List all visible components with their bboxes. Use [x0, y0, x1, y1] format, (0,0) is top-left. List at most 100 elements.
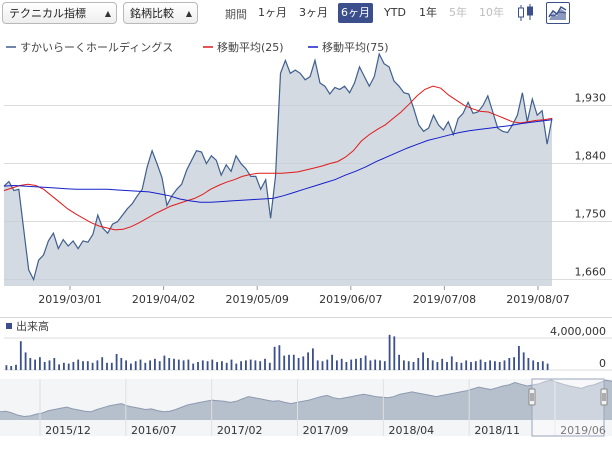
navigator-x-label: 2017/02 — [217, 424, 263, 437]
volume-bar — [541, 361, 544, 370]
volume-bar — [139, 359, 142, 370]
volume-bar — [206, 361, 209, 370]
volume-legend-swatch — [6, 323, 12, 329]
period-6m-button[interactable]: 6ヶ月 — [338, 3, 373, 23]
volume-bar — [369, 360, 372, 370]
compare-select[interactable]: 銘柄比較 ▲ — [123, 2, 198, 24]
volume-bar — [182, 360, 185, 370]
volume-bar — [436, 362, 439, 370]
volume-bar — [508, 358, 511, 370]
volume-bar — [58, 364, 60, 370]
volume-bar — [173, 358, 175, 370]
volume-bar — [422, 352, 424, 370]
period-1m-button[interactable]: 1ヶ月 — [258, 6, 287, 19]
volume-bar — [302, 356, 305, 370]
volume-bar — [63, 362, 65, 370]
price-y-tick-label: 1,840 — [575, 150, 607, 163]
legend-price-label[interactable]: すかいらーくホールディングス — [20, 40, 173, 54]
volume-bar — [130, 363, 132, 370]
volume-bar — [446, 362, 448, 370]
navigator-selection[interactable] — [531, 378, 605, 437]
price-x-axis: 2019/03/01 2019/04/02 2019/05/09 2019/06/07… — [38, 286, 570, 306]
volume-bar — [245, 360, 247, 370]
volume-bar — [479, 359, 482, 370]
volume-bar — [72, 362, 75, 370]
volume-bar — [345, 362, 348, 370]
indicator-select[interactable]: テクニカル指標 ▲ — [2, 2, 117, 24]
volume-bar — [19, 341, 22, 370]
volume-bar — [312, 348, 314, 370]
volume-bar — [67, 363, 70, 370]
volume-bar — [470, 362, 472, 370]
volume-bar — [134, 361, 137, 370]
volume-bar — [412, 362, 415, 370]
period-10y-button[interactable]: 10年 — [479, 6, 504, 19]
volume-bar — [34, 359, 36, 370]
volume-bar — [216, 362, 218, 370]
volume-bar — [340, 358, 343, 370]
period-5y-button[interactable]: 5年 — [449, 6, 467, 19]
navigator-x-label: 2017/09 — [303, 424, 349, 437]
volume-bar — [82, 361, 84, 370]
volume-bar — [39, 357, 41, 370]
volume-bar — [513, 357, 515, 370]
volume-bar — [24, 352, 27, 370]
volume-bar — [455, 362, 458, 370]
navigator-handle[interactable] — [600, 388, 608, 406]
volume-bar — [350, 359, 353, 370]
volume-bar — [230, 359, 233, 370]
volume-bar — [163, 355, 166, 370]
volume-bar — [264, 358, 266, 370]
price-y-axis: 1,660 1,750 1,840 1,930 — [575, 92, 607, 279]
volume-bar — [393, 336, 396, 370]
volume-bar — [149, 360, 151, 370]
volume-bar — [532, 360, 535, 370]
legend-ma25-label[interactable]: 移動平均(25) — [217, 40, 284, 54]
volume-bar — [407, 361, 410, 370]
volume-bar — [15, 364, 17, 370]
compare-select-value: 銘柄比較 — [130, 7, 174, 20]
volume-bar — [489, 360, 491, 370]
volume-bar — [249, 359, 252, 370]
volume-bar — [48, 360, 51, 370]
volume-bar — [268, 362, 271, 370]
volume-bar — [403, 360, 405, 370]
period-1y-button[interactable]: 1年 — [419, 6, 437, 19]
navigator[interactable]: 2015/12 2016/07 2017/02 2017/09 2018/04 2018/… — [0, 378, 612, 437]
legend-ma75-label[interactable]: 移動平均(75) — [322, 40, 389, 54]
volume-bar — [278, 345, 281, 370]
price-plot — [3, 52, 553, 286]
volume-bar — [192, 363, 195, 370]
price-x-tick-label: 2019/07/08 — [413, 293, 476, 306]
period-ytd-button[interactable]: YTD — [384, 6, 406, 19]
updown-arrow-icon: ▲ — [104, 9, 111, 18]
navigator-handle[interactable] — [528, 388, 536, 406]
volume-bar — [388, 334, 391, 370]
volume-bar — [240, 361, 242, 370]
volume-bar — [355, 358, 357, 370]
volume-y-tick-label: 4,000,000 — [550, 325, 606, 338]
candlestick-icon[interactable] — [514, 2, 538, 24]
volume-bar — [379, 360, 381, 370]
volume-bar — [427, 358, 429, 370]
area-line-icon[interactable] — [546, 2, 570, 24]
volume-bar — [43, 362, 46, 370]
period-label: 期間 — [225, 8, 247, 21]
navigator-x-label: 2018/04 — [388, 424, 434, 437]
volume-bar — [326, 359, 329, 370]
volume-bar — [297, 358, 300, 370]
volume-bar — [465, 360, 468, 370]
period-3m-button[interactable]: 3ヶ月 — [299, 6, 328, 19]
volume-bar — [316, 360, 319, 370]
volume-bar — [417, 358, 420, 370]
volume-bar — [494, 361, 496, 370]
navigator-x-label: 2016/07 — [131, 424, 177, 437]
price-x-tick-label: 2019/04/02 — [132, 293, 195, 306]
volume-bar — [484, 362, 487, 370]
volume-bar — [115, 354, 118, 370]
volume-bar — [29, 358, 32, 370]
volume-bar — [5, 365, 8, 370]
volume-bar — [537, 362, 539, 370]
volume-bar — [359, 358, 362, 370]
volume-bar — [321, 361, 324, 370]
